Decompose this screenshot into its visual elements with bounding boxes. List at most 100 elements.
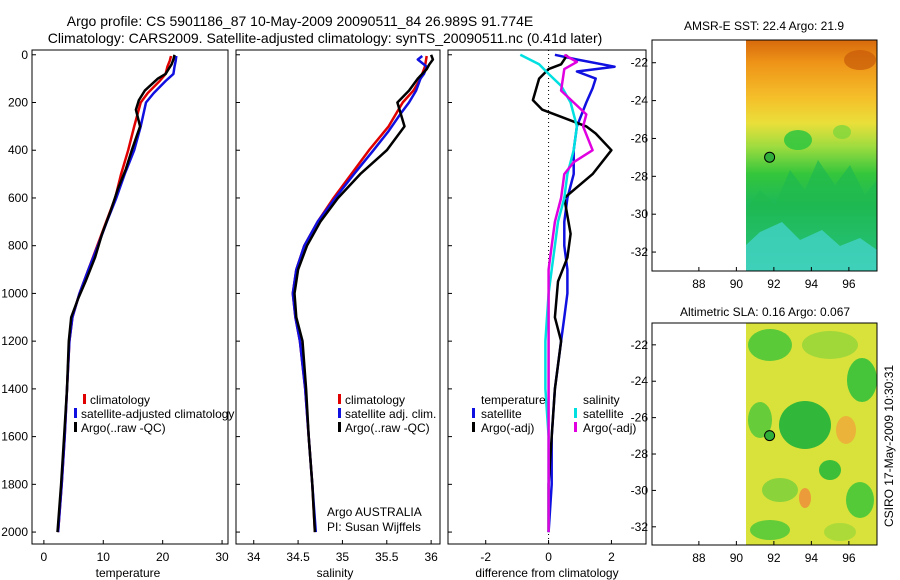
sst-green-patch (784, 130, 812, 150)
legend-label-salinity-argo: Argo(-adj) (583, 421, 636, 435)
sst-map-panel: AMSR-E SST: 22.4 Argo: 21.9 (631, 19, 878, 291)
y-tick-label: -26 (631, 131, 649, 145)
x-tick-label: 34 (247, 550, 261, 564)
sla-warm-patch (799, 488, 811, 508)
sla-green-patch (824, 523, 856, 541)
legend-swatch-salinity-argo (574, 422, 577, 432)
y-tick-label: 1000 (1, 286, 28, 300)
sla-green-patch (847, 358, 877, 402)
y-tick-label: -24 (631, 374, 649, 388)
series-line-argo (293, 54, 435, 533)
x-tick-label: 10 (97, 550, 111, 564)
sla-green-patch (748, 329, 792, 361)
legend-label-temperature-argo: Argo(-adj) (481, 421, 534, 435)
x-tick-label: 92 (767, 277, 781, 291)
x-tick-label: 90 (730, 551, 744, 565)
y-tick-label: 1800 (1, 477, 28, 491)
figure-title-line2: Climatology: CARS2009. Satellite-adjuste… (48, 30, 603, 46)
legend-swatch-climatology (83, 394, 86, 404)
sla-heatmap (746, 323, 877, 545)
legend-swatch-temperature-argo (472, 422, 475, 432)
y-tick-label: -32 (631, 245, 649, 259)
series-line-argo (56, 54, 176, 533)
sla-green-patch (750, 520, 790, 540)
y-tick-label: -22 (631, 56, 649, 70)
series-line-salinity-argo-adj- (547, 53, 594, 533)
sla-eddy-patch (779, 401, 831, 449)
legend-label-satellite: satellite-adjusted climatology (81, 407, 234, 421)
y-tick-label: -22 (631, 338, 649, 352)
salinity-axes-box (235, 49, 441, 545)
x-tick-label: 36 (424, 550, 438, 564)
y-tick-label: 1200 (1, 334, 28, 348)
legend-swatch-argo (338, 422, 341, 432)
credit-timestamp: CSIRO 17-May-2009 10:30:31 (882, 365, 896, 527)
argo-position-marker (764, 151, 776, 163)
temperature-ticks: 0 10 20 30 0 200 400 600 800 1000 1200 1400 1600 1800… (1, 48, 229, 564)
y-tick-label: 400 (8, 143, 28, 157)
legend-header-salinity: salinity (583, 393, 620, 407)
y-tick-label: 0 (21, 48, 28, 62)
argo-position-marker (764, 430, 776, 442)
x-tick-label: 35.5 (375, 550, 399, 564)
x-tick-label: 88 (692, 277, 706, 291)
legend-label-satellite: satellite adj. clim. (345, 407, 436, 421)
legend-swatch-argo (74, 422, 77, 432)
sst-green-patch (833, 125, 851, 139)
x-tick-label: 90 (730, 277, 744, 291)
temperature-panel: 0 10 20 30 0 200 400 600 800 1000 1200 1400 1600 1800… (1, 48, 234, 580)
sst-ticks: 88 90 92 94 96 -22 -24 -26 -28 -30 -32 (631, 56, 856, 291)
x-tick-label: 2 (608, 550, 615, 564)
sla-green-patch (846, 482, 874, 518)
sla-green-patch (748, 402, 772, 438)
y-tick-label: 2000 (1, 525, 28, 539)
sst-warm-patch (844, 50, 876, 70)
sla-green-patch (762, 478, 798, 502)
float-program-label: Argo AUSTRALIA (327, 505, 422, 519)
salinity-legend: climatology satellite adj. clim. Argo(..… (338, 393, 436, 435)
temperature-xlabel: temperature (96, 566, 161, 580)
y-tick-label: -24 (631, 94, 649, 108)
series-line-salinity-satellite (519, 53, 579, 533)
x-tick-label: 92 (767, 551, 781, 565)
sla-ticks: 88 90 92 94 96 -22 -24 -26 -28 -30 -32 (631, 338, 856, 565)
principal-investigator-label: PI: Susan Wijffels (327, 520, 421, 534)
temperature-legend: climatology satellite-adjusted climatolo… (74, 393, 234, 435)
difference-xlabel: difference from climatology (475, 566, 618, 580)
legend-label-climatology: climatology (90, 393, 150, 407)
y-tick-label: 600 (8, 191, 28, 205)
legend-label-salinity-satellite: satellite (583, 407, 624, 421)
y-tick-label: 200 (8, 96, 28, 110)
x-tick-label: 20 (156, 550, 170, 564)
x-tick-label: 34.5 (286, 550, 310, 564)
legend-swatch-satellite (338, 408, 341, 418)
x-tick-label: 88 (692, 551, 706, 565)
x-tick-label: 30 (215, 550, 229, 564)
sst-axes-box (651, 39, 878, 272)
y-tick-label: -26 (631, 411, 649, 425)
y-tick-label: -32 (631, 520, 649, 534)
difference-legend: temperature salinity satellite Argo(-adj… (472, 393, 636, 435)
series-line-temperature-argo-adj- (531, 54, 613, 533)
y-tick-label: 1400 (1, 382, 28, 396)
x-tick-label: 0 (545, 550, 552, 564)
legend-label-temperature-satellite: satellite (481, 407, 522, 421)
legend-swatch-climatology (338, 394, 341, 404)
y-tick-label: 1600 (1, 430, 28, 444)
x-tick-label: 96 (842, 277, 856, 291)
sst-cyan-band (746, 222, 877, 271)
x-tick-label: -2 (480, 550, 491, 564)
y-tick-label: -28 (631, 169, 649, 183)
legend-label-argo: Argo(..raw -QC) (345, 421, 430, 435)
legend-label-argo: Argo(..raw -QC) (81, 421, 166, 435)
y-tick-label: 800 (8, 239, 28, 253)
sla-axes-box (651, 322, 878, 546)
legend-swatch-salinity-satellite (574, 408, 577, 418)
x-tick-label: 96 (842, 551, 856, 565)
salinity-xlabel: salinity (317, 566, 354, 580)
sst-map-title: AMSR-E SST: 22.4 Argo: 21.9 (684, 19, 844, 33)
difference-panel: -2 0 2 difference from climatology tempera… (447, 49, 647, 580)
sla-green-patch (802, 331, 858, 359)
sla-green-patch (819, 460, 841, 480)
